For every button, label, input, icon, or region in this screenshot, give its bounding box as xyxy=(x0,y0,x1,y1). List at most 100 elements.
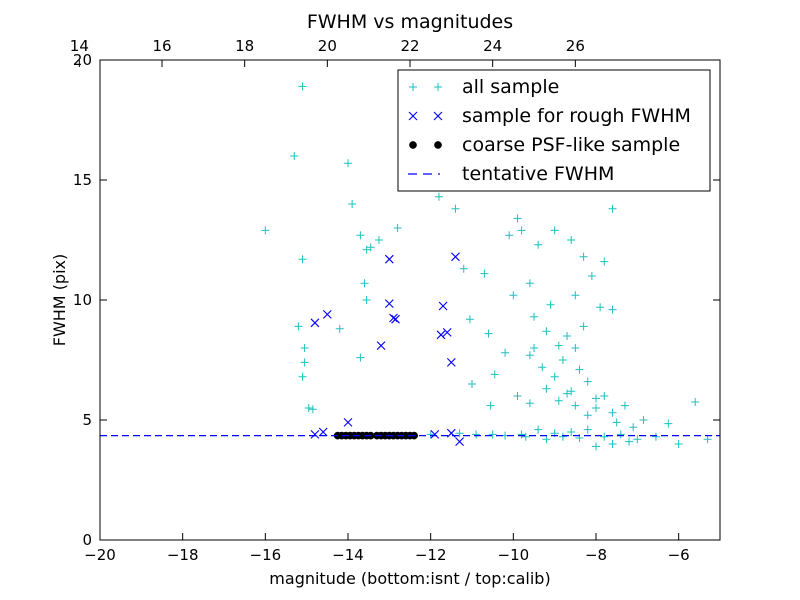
top-x-tick-label: 16 xyxy=(152,37,171,55)
data-point xyxy=(600,392,609,400)
data-point xyxy=(612,418,621,427)
data-point xyxy=(525,399,534,408)
legend-label: coarse PSF-like sample xyxy=(462,134,680,156)
legend-marker xyxy=(433,111,443,121)
y-axis: 0 5 10 15 20 xyxy=(73,51,720,549)
data-point xyxy=(542,435,551,444)
data-point xyxy=(356,353,365,362)
data-point xyxy=(620,401,629,410)
data-point xyxy=(592,394,600,403)
data-point xyxy=(442,328,452,337)
y-tick-label: 20 xyxy=(73,51,92,69)
data-point xyxy=(608,408,617,417)
data-point xyxy=(465,315,474,324)
data-point xyxy=(558,356,567,364)
data-point xyxy=(651,432,660,441)
data-point xyxy=(534,240,543,249)
x-tick-label: −6 xyxy=(668,546,690,564)
x-tick-label: −12 xyxy=(415,546,447,564)
legend-marker xyxy=(434,141,442,149)
data-point xyxy=(600,257,609,266)
y-axis-title: FWHM (pix) xyxy=(50,254,69,347)
legend-box xyxy=(397,69,711,192)
x-axis-title: magnitude (bottom:isnt / top:calib) xyxy=(269,569,550,588)
data-point xyxy=(567,387,576,396)
data-point xyxy=(563,389,572,398)
data-point xyxy=(571,291,580,300)
chart-marks xyxy=(100,82,720,451)
data-point xyxy=(625,437,634,446)
data-point xyxy=(542,384,551,393)
data-point xyxy=(530,312,538,321)
data-point xyxy=(430,430,440,439)
x-tick-label: −10 xyxy=(498,546,530,564)
data-point xyxy=(513,214,522,223)
top-x-tick-label: 22 xyxy=(400,37,419,55)
data-point xyxy=(384,254,394,264)
data-point xyxy=(451,204,460,213)
legend-label: all sample xyxy=(462,76,559,98)
data-point xyxy=(434,192,443,201)
data-point xyxy=(501,348,510,357)
data-point xyxy=(554,396,563,405)
data-point xyxy=(343,418,353,427)
data-point xyxy=(310,430,320,439)
data-point xyxy=(674,440,683,448)
data-point xyxy=(517,430,526,439)
data-point xyxy=(376,341,386,350)
y-tick-label: 10 xyxy=(73,291,92,309)
data-point xyxy=(567,428,576,436)
top-x-tick-label: 14 xyxy=(70,37,89,55)
legend-entry: all sample xyxy=(409,76,559,98)
data-point xyxy=(600,432,609,441)
data-point xyxy=(521,432,530,441)
data-point xyxy=(563,332,572,340)
data-point xyxy=(525,351,534,360)
x-tick-label: −8 xyxy=(585,546,607,564)
data-point xyxy=(486,401,495,410)
data-point xyxy=(298,372,307,381)
legend-label: sample for rough FWHM xyxy=(462,105,691,127)
data-point xyxy=(300,344,309,352)
legend-label: tentative FWHM xyxy=(462,163,614,185)
data-point xyxy=(550,372,559,381)
top-x-tick-label: 20 xyxy=(318,37,337,55)
data-point xyxy=(298,82,307,91)
series-0 xyxy=(261,82,712,451)
data-point xyxy=(513,392,522,400)
legend-marker xyxy=(408,111,418,121)
data-point xyxy=(484,329,493,338)
data-point xyxy=(583,425,592,434)
data-point xyxy=(384,299,394,308)
data-point xyxy=(703,435,712,444)
data-point xyxy=(608,305,617,314)
data-point xyxy=(389,313,398,323)
data-point xyxy=(583,411,592,420)
y-tick-label: 0 xyxy=(82,531,92,549)
data-point xyxy=(579,252,588,261)
data-point xyxy=(525,279,534,288)
data-point xyxy=(664,419,673,428)
data-point xyxy=(362,245,371,254)
data-point xyxy=(318,427,328,437)
data-point xyxy=(629,423,638,432)
x-tick-label: −14 xyxy=(332,546,364,564)
data-point xyxy=(426,430,435,439)
data-point xyxy=(639,416,648,424)
data-point xyxy=(554,341,563,350)
legend-entry: sample for rough FWHM xyxy=(408,105,691,127)
data-point xyxy=(583,377,592,386)
data-point xyxy=(480,269,489,278)
data-point xyxy=(587,272,596,280)
data-point xyxy=(261,226,270,235)
data-point xyxy=(546,300,555,309)
data-point xyxy=(571,344,580,352)
y-tick-label: 5 xyxy=(82,411,92,429)
data-point xyxy=(472,430,481,439)
data-point xyxy=(691,398,700,406)
chart-title: FWHM vs magnitudes xyxy=(307,11,513,33)
data-point xyxy=(530,344,538,352)
data-point xyxy=(550,226,559,235)
data-point xyxy=(304,404,313,412)
